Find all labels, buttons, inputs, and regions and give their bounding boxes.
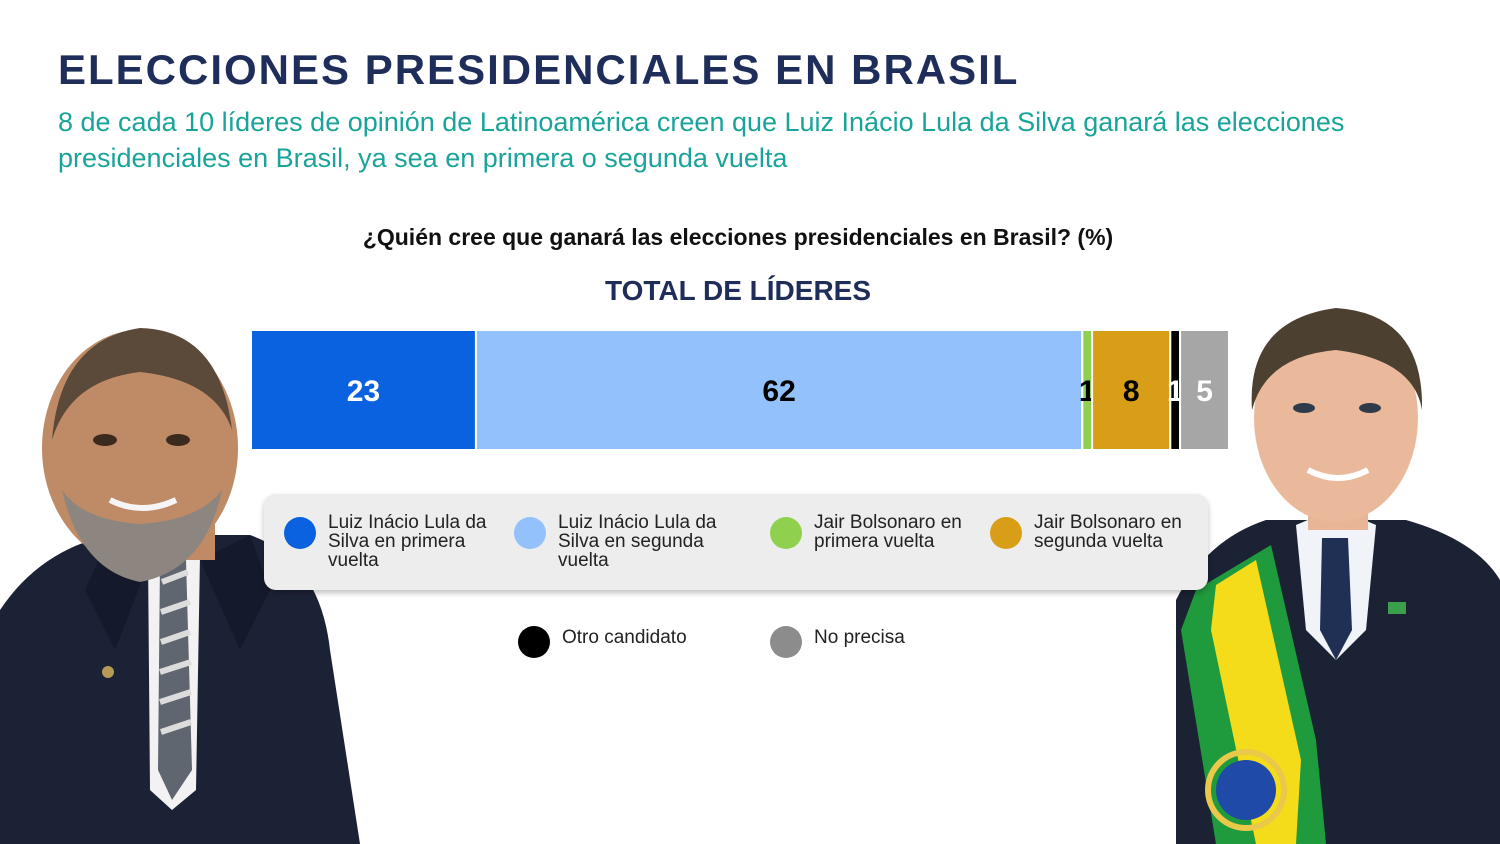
legend-item: Otro candidato [518, 622, 687, 658]
legend-label: Otro candidato [562, 627, 687, 648]
legend-item: Luiz Inácio Lula da Silva en primera vue… [284, 513, 488, 570]
data-label: 8 [1123, 375, 1140, 408]
bar-segment [474, 329, 1084, 451]
legend-label: Luiz Inácio Lula da Silva en primera vue… [328, 512, 487, 571]
data-label: 23 [347, 375, 380, 408]
bar-segment [250, 329, 477, 451]
data-label: 5 [1196, 375, 1213, 408]
chart-title: ¿Quién cree que ganará las elecciones pr… [362, 224, 1114, 250]
bolsonaro-photo [1176, 308, 1500, 844]
legend-swatch-icon [770, 517, 802, 549]
legend-item: Luiz Inácio Lula da Silva en segunda vue… [514, 513, 718, 570]
legend-swatch-icon [518, 626, 550, 658]
stacked-bar-chart: 23 62 1 8 1 5 [250, 329, 1230, 451]
category-label: TOTAL DE LÍDERES [604, 275, 872, 306]
legend-label: Luiz Inácio Lula da Silva en segunda vue… [558, 512, 717, 571]
data-label: 62 [762, 375, 795, 408]
legend-label: Jair Bolsonaro en primera vuelta [814, 512, 962, 552]
legend-swatch-icon [284, 517, 316, 549]
legend-swatch-icon [770, 626, 802, 658]
legend: Luiz Inácio Lula da Silva en primera vue… [264, 494, 1208, 590]
legend-label: Jair Bolsonaro en segunda vuelta [1034, 512, 1182, 552]
bar-segment [1179, 329, 1230, 451]
legend-swatch-icon [990, 517, 1022, 549]
legend-item: Jair Bolsonaro en primera vuelta [770, 513, 974, 551]
legend-swatch-icon [514, 517, 546, 549]
legend-label: No precisa [814, 627, 905, 648]
page-title: ELECCIONES PRESIDENCIALES EN BRASIL [58, 46, 1020, 93]
legend-item: No precisa [770, 622, 905, 658]
bar-segment [1091, 329, 1172, 451]
page-subtitle: 8 de cada 10 líderes de opinión de Latin… [58, 107, 1345, 173]
legend-item: Jair Bolsonaro en segunda vuelta [990, 513, 1194, 551]
lula-photo [0, 328, 360, 844]
